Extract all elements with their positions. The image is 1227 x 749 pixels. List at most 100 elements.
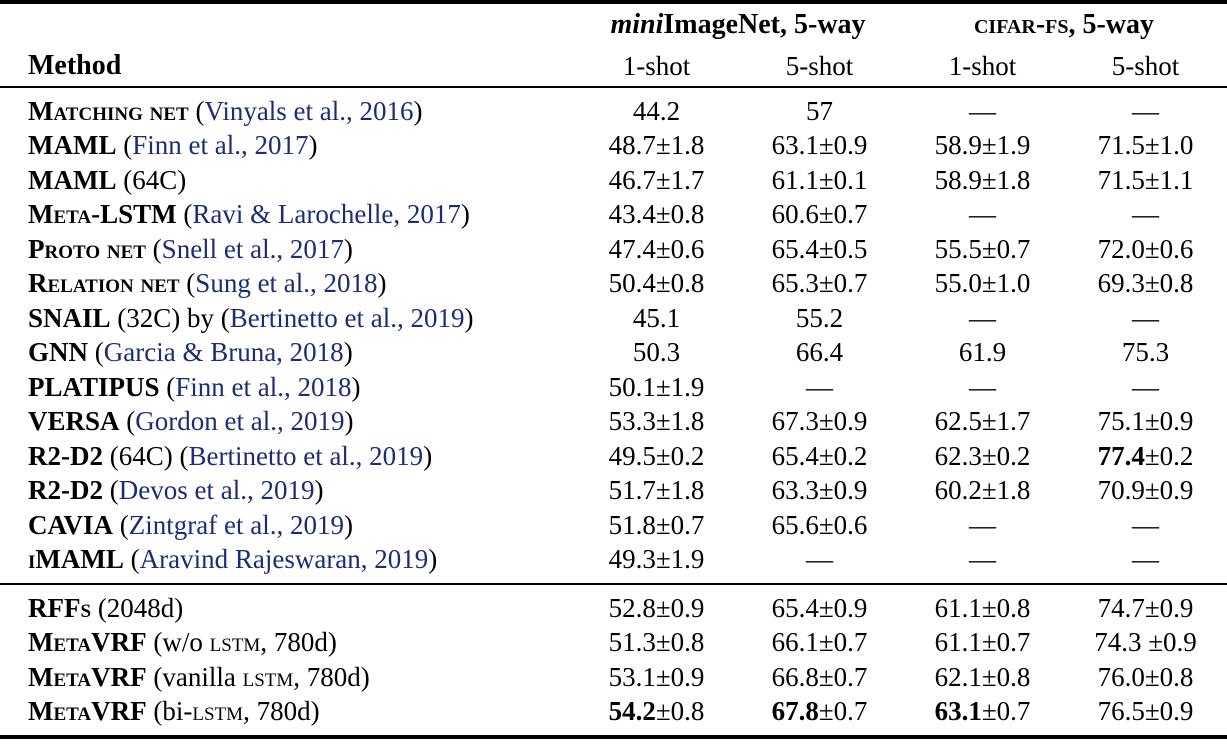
text-segment: cifar-fs bbox=[973, 9, 1069, 40]
value-cell: 50.4±0.8 bbox=[608, 268, 705, 299]
method-cell: MetaVRF (vanilla lstm, 780d) bbox=[0, 662, 575, 693]
text-segment: ( bbox=[145, 233, 162, 264]
group-header-cifarfs: cifar-fs, 5-way bbox=[901, 9, 1227, 41]
best-value: 77.4 bbox=[1097, 440, 1145, 471]
value-cell: 51.3±0.8 bbox=[608, 627, 705, 658]
method-cell: Relation net (Sung et al., 2018) bbox=[0, 268, 575, 299]
citation-link[interactable]: Garcia & Bruna, 2018 bbox=[103, 337, 344, 368]
value-cell: 58.9±1.9 bbox=[934, 130, 1031, 161]
method-cell: RFFs (2048d) bbox=[0, 593, 575, 624]
citation-link[interactable]: Bertinetto et al., 2019 bbox=[229, 302, 465, 333]
text-segment: ( bbox=[113, 509, 129, 540]
method-cell: Meta-LSTM (Ravi & Larochelle, 2017) bbox=[0, 199, 575, 230]
text-segment: (bi- bbox=[146, 696, 193, 727]
text-segment: PLATIPUS bbox=[28, 371, 160, 402]
value-cell: 57 bbox=[806, 95, 833, 126]
bottom-rule bbox=[0, 735, 1227, 739]
value-cell: 45.1 bbox=[632, 302, 681, 333]
value-cell: 48.7±1.8 bbox=[608, 130, 705, 161]
value-cell: 61.9 bbox=[958, 337, 1007, 368]
value-cell: — bbox=[1132, 544, 1159, 575]
value-cell: 77.4±0.2 bbox=[1097, 440, 1194, 471]
text-segment: Meta-LSTM bbox=[28, 199, 177, 230]
value-cell: 70.9±0.9 bbox=[1097, 475, 1194, 506]
table-row: Matching net (Vinyals et al., 2016) 44.2 5… bbox=[0, 94, 1227, 129]
citation-link[interactable]: Finn et al., 2018 bbox=[175, 371, 352, 402]
text-segment: ( bbox=[88, 337, 104, 368]
citation-link[interactable]: Finn et al., 2017 bbox=[132, 130, 309, 161]
value-cell: 76.0±0.8 bbox=[1097, 661, 1194, 692]
method-cell: R2-D2 (Devos et al., 2019) bbox=[0, 475, 575, 506]
value-cell: 74.7±0.9 bbox=[1097, 592, 1194, 623]
value-cell: 66.4 bbox=[795, 337, 844, 368]
value-cell: 55.2 bbox=[795, 302, 844, 333]
citation-link[interactable]: Snell et al., 2017 bbox=[161, 233, 344, 264]
value-cell: — bbox=[1132, 95, 1159, 126]
value-cell: — bbox=[806, 371, 833, 402]
table-row: GNN (Garcia & Bruna, 2018) 50.3 66.4 61.9 75… bbox=[0, 336, 1227, 371]
col-header-mini-1shot: 1-shot bbox=[622, 50, 691, 81]
value-cell: 66.1±0.7 bbox=[771, 627, 868, 658]
method-cell: PLATIPUS (Finn et al., 2018) bbox=[0, 372, 575, 403]
method-cell: VERSA (Gordon et al., 2019) bbox=[0, 406, 575, 437]
value-cell: 65.4±0.2 bbox=[771, 440, 868, 471]
text-segment: iMAML bbox=[28, 544, 124, 575]
text-segment: ( bbox=[116, 130, 133, 161]
value-cell: 62.1±0.8 bbox=[934, 661, 1031, 692]
citation-link[interactable]: Zintgraf et al., 2019 bbox=[128, 509, 344, 540]
table-row: RFFs (2048d) 52.8±0.9 65.4±0.9 61.1±0.8 74.7… bbox=[0, 591, 1227, 626]
table-row: VERSA (Gordon et al., 2019) 53.3±1.8 67.3±… bbox=[0, 405, 1227, 440]
value-cell: 75.3 bbox=[1121, 337, 1170, 368]
method-cell: iMAML (Aravind Rajeswaran, 2019) bbox=[0, 544, 575, 575]
value-cell: 49.5±0.2 bbox=[608, 440, 705, 471]
value-cell: 46.7±1.7 bbox=[608, 164, 705, 195]
method-column-header: Method bbox=[28, 50, 122, 81]
text-segment: lstm bbox=[242, 661, 294, 692]
value-cell: — bbox=[969, 544, 996, 575]
table-row: PLATIPUS (Finn et al., 2018) 50.1±1.9 — — — bbox=[0, 370, 1227, 405]
text-segment: SNAIL bbox=[28, 302, 111, 333]
text-segment: ( bbox=[119, 406, 136, 437]
value-cell: 65.6±0.6 bbox=[771, 509, 868, 540]
text-segment: GNN bbox=[28, 337, 88, 368]
text-segment: (w/o bbox=[146, 627, 210, 658]
text-segment: MetaVRF bbox=[28, 696, 147, 727]
text-segment: MetaVRF bbox=[28, 627, 147, 658]
citation-link[interactable]: Devos et al., 2019 bbox=[118, 475, 315, 506]
citation-link[interactable]: Ravi & Larochelle, 2017 bbox=[192, 199, 461, 230]
text-segment: ) bbox=[314, 475, 324, 506]
value-cell: 67.8±0.7 bbox=[771, 696, 868, 727]
text-segment: (32C) by ( bbox=[110, 302, 230, 333]
value-cell: 47.4±0.6 bbox=[608, 233, 705, 264]
text-segment: (64C) bbox=[116, 164, 187, 195]
text-segment: ( bbox=[188, 95, 205, 126]
text-segment: ) bbox=[343, 337, 353, 368]
value-cell: 53.1±0.9 bbox=[608, 661, 705, 692]
value-cell: 62.3±0.2 bbox=[934, 440, 1031, 471]
citation-link[interactable]: Gordon et al., 2019 bbox=[135, 406, 345, 437]
value-cell: 65.4±0.5 bbox=[771, 233, 868, 264]
value-cell: — bbox=[969, 302, 996, 333]
value-cell: — bbox=[1132, 509, 1159, 540]
value-cell: 63.3±0.9 bbox=[771, 475, 868, 506]
value-cell: 52.8±0.9 bbox=[608, 592, 705, 623]
table-row: Proto net (Snell et al., 2017) 47.4±0.6 65… bbox=[0, 232, 1227, 267]
text-segment: mini bbox=[610, 9, 664, 40]
method-cell: MetaVRF (bi-lstm, 780d) bbox=[0, 696, 575, 727]
text-segment: ) bbox=[377, 268, 387, 299]
citation-link[interactable]: Vinyals et al., 2016 bbox=[204, 95, 414, 126]
citation-link[interactable]: Bertinetto et al., 2019 bbox=[188, 440, 424, 471]
text-segment: (2048d) bbox=[91, 592, 184, 623]
text-segment: VERSA bbox=[28, 406, 120, 437]
value-cell: 55.5±0.7 bbox=[934, 233, 1031, 264]
citation-link[interactable]: Sung et al., 2018 bbox=[195, 268, 378, 299]
method-cell: CAVIA (Zintgraf et al., 2019) bbox=[0, 510, 575, 541]
col-header-mini-5shot: 5-shot bbox=[785, 50, 854, 81]
text-segment: ImageNet, 5-way bbox=[663, 9, 866, 40]
text-segment: , 780d) bbox=[260, 627, 337, 658]
citation-link[interactable]: Aravind Rajeswaran, 2019 bbox=[139, 544, 429, 575]
value-cell: — bbox=[1132, 199, 1159, 230]
ours-block: RFFs (2048d) 52.8±0.9 65.4±0.9 61.1±0.8 74.7… bbox=[0, 585, 1227, 735]
baselines-block: Matching net (Vinyals et al., 2016) 44.2 5… bbox=[0, 88, 1227, 583]
